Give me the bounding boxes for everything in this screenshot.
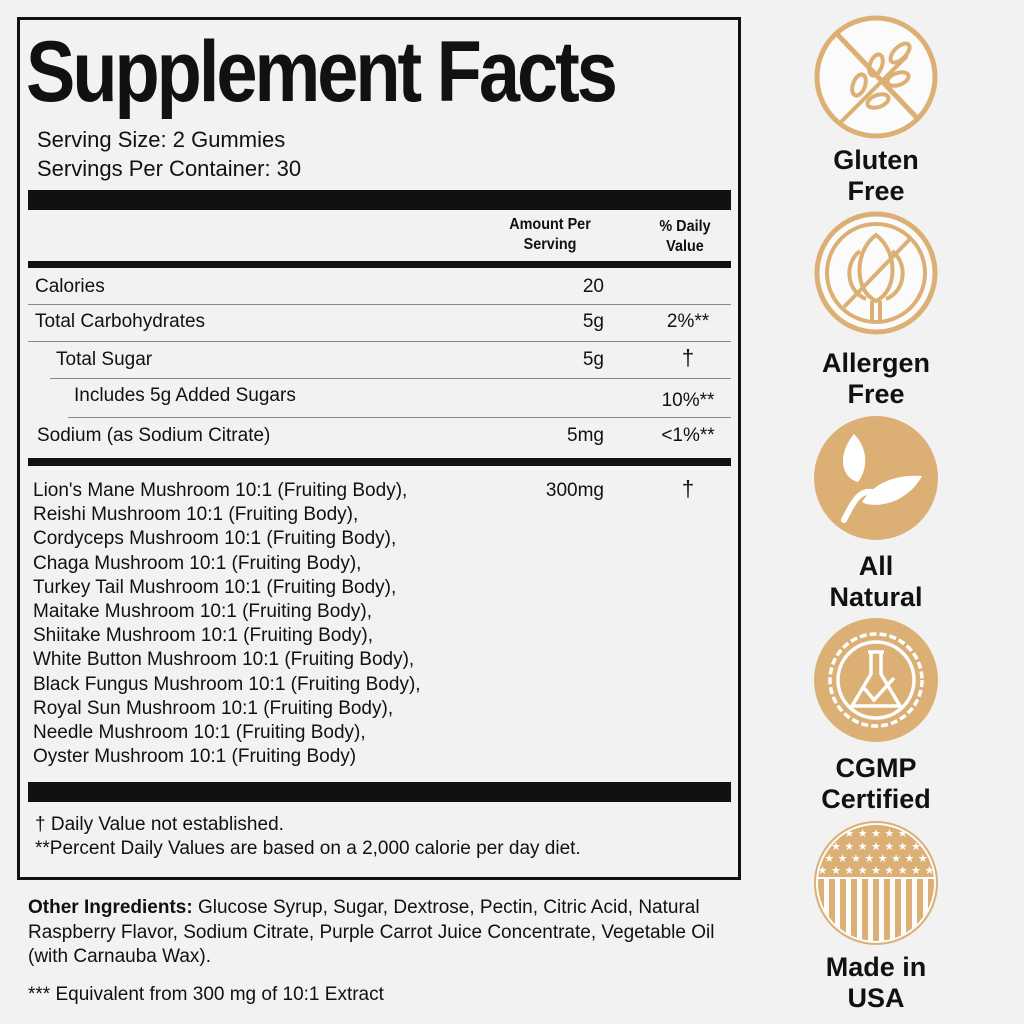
divider-thick (28, 190, 731, 210)
badge-label: Made in USA (825, 952, 927, 1013)
row-divider (28, 341, 731, 342)
list-item: Needle Mushroom 10:1 (Fruiting Body), (33, 722, 366, 744)
list-item: Turkey Tail Mushroom 10:1 (Fruiting Body… (33, 576, 397, 598)
divider-thick (28, 782, 731, 802)
list-item: Oyster Mushroom 10:1 (Fruiting Body) (33, 746, 357, 768)
badge-label: CGMP Certified (821, 753, 931, 814)
blend-amount: 300mg (545, 480, 604, 501)
list-item: Royal Sun Mushroom 10:1 (Fruiting Body), (33, 697, 394, 719)
divider-medium (28, 458, 731, 466)
svg-text:★ ★ ★ ★ ★ ★ ★ ★ ★: ★ ★ ★ ★ ★ ★ ★ ★ ★ (818, 864, 935, 877)
badge-label: Allergen Free (821, 348, 931, 409)
nutrient-name: Total Carbohydrates (35, 311, 206, 332)
badge-label: All Natural (829, 551, 923, 612)
usa-flag-icon: ★ ★ ★ ★ ★ ★ ★ ★ ★ ★ ★ ★ ★ ★ ★ ★ ★ ★ ★ ★ … (814, 821, 938, 945)
servings-per-container: Servings Per Container: 30 (37, 156, 302, 181)
row-divider (28, 304, 731, 305)
amount-header: Amount Per Serving (509, 216, 591, 253)
list-item: White Button Mushroom 10:1 (Fruiting Bod… (33, 649, 415, 671)
allergen-free-icon (814, 211, 938, 335)
badge-label: Gluten Free (833, 145, 919, 206)
nutrient-name: Includes 5g Added Sugars (74, 385, 296, 406)
ingredient-list: Lion's Mane Mushroom 10:1 (Fruiting Body… (33, 479, 421, 769)
svg-text:★ ★ ★ ★ ★ ★ ★: ★ ★ ★ ★ ★ ★ ★ (831, 840, 921, 853)
nutrient-dv: <1%** (661, 425, 715, 446)
list-item: Chaga Mushroom 10:1 (Fruiting Body), (33, 552, 362, 574)
nutrient-dv: 10%** (661, 390, 715, 411)
nutrient-name: Total Sugar (56, 349, 153, 370)
row-divider (68, 417, 731, 418)
nutrient-name: Sodium (as Sodium Citrate) (37, 425, 271, 446)
list-item: Black Fungus Mushroom 10:1 (Fruiting Bod… (33, 673, 421, 695)
svg-text:★ ★ ★ ★ ★: ★ ★ ★ ★ ★ (844, 827, 907, 840)
flask-seal-icon (814, 618, 938, 742)
svg-text:★ ★ ★ ★ ★ ★ ★ ★: ★ ★ ★ ★ ★ ★ ★ ★ (824, 852, 928, 865)
gluten-free-icon (814, 15, 938, 139)
divider-medium (28, 261, 731, 268)
list-item: Shiitake Mushroom 10:1 (Fruiting Body), (33, 625, 374, 647)
footnote: **Percent Daily Values are based on a 2,… (35, 838, 581, 859)
supplement-facts-panel (17, 17, 741, 880)
page-title: Supplement Facts (26, 24, 618, 120)
list-item: Reishi Mushroom 10:1 (Fruiting Body), (33, 504, 359, 526)
nutrient-amount: 5mg (567, 425, 604, 446)
blend-dv: † (681, 476, 695, 501)
row-divider (50, 378, 731, 379)
footnote: † Daily Value not established. (35, 814, 284, 835)
list-item: Lion's Mane Mushroom 10:1 (Fruiting Body… (33, 480, 408, 501)
other-ingredients-label: Other Ingredients: (28, 897, 193, 918)
extract-note: *** Equivalent from 300 mg of 10:1 Extra… (28, 984, 384, 1005)
other-ingredients: Other Ingredients: Glucose Syrup, Sugar,… (28, 896, 728, 970)
daily-value-header: % Daily Value (659, 218, 711, 255)
serving-size: Serving Size: 2 Gummies (37, 127, 286, 152)
nutrient-dv: † (681, 345, 695, 370)
nutrient-amount: 5g (582, 349, 604, 370)
list-item: Maitake Mushroom 10:1 (Fruiting Body), (33, 601, 372, 623)
nutrient-amount: 20 (582, 276, 604, 297)
nutrient-amount: 5g (582, 311, 604, 332)
other-ingredients-text: Glucose Syrup, Sugar, Dextrose, Pectin, … (28, 897, 715, 967)
list-item: Cordyceps Mushroom 10:1 (Fruiting Body), (33, 528, 397, 550)
nutrient-name: Calories (35, 276, 105, 297)
leaf-icon (814, 416, 938, 540)
nutrient-dv: 2%** (666, 311, 710, 332)
